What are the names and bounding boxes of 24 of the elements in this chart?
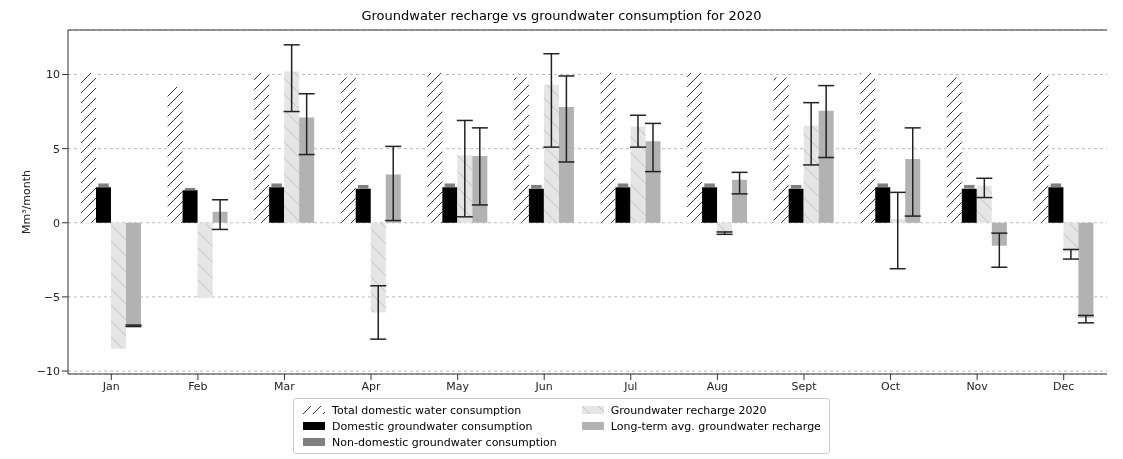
y-tick-label: −10	[36, 364, 60, 378]
legend-label: Total domestic water consumption	[332, 403, 522, 417]
y-tick-label: 10	[46, 68, 60, 82]
x-tick-label: Jun	[534, 379, 553, 393]
x-tick-label: Apr	[361, 379, 382, 393]
y-tick-label: 5	[53, 142, 60, 156]
y-tick-label: 0	[53, 216, 60, 230]
legend-label: Long-term avg. groundwater recharge	[610, 419, 821, 433]
x-tick-label: Oct	[881, 379, 901, 393]
x-tick-label: May	[446, 379, 470, 393]
y-tick-label: −5	[43, 290, 60, 304]
x-tick-label: Jul	[623, 379, 638, 393]
legend-label: Groundwater recharge 2020	[610, 403, 767, 417]
x-tick-label: Aug	[706, 379, 729, 393]
x-tick-label: Dec	[1053, 379, 1075, 393]
x-tick-label: Mar	[274, 379, 296, 393]
x-tick-label: Nov	[966, 379, 989, 393]
x-tick-label: Jan	[101, 379, 120, 393]
x-tick-label: Feb	[188, 379, 208, 393]
y-axis-title: Mm³/month	[20, 169, 33, 235]
x-tick-label: Sept	[791, 379, 818, 393]
legend-label: Domestic groundwater consumption	[332, 419, 533, 433]
legend-label: Non-domestic groundwater consumption	[332, 435, 557, 449]
chart-title: Groundwater recharge vs groundwater consumption for 2020	[360, 8, 763, 25]
